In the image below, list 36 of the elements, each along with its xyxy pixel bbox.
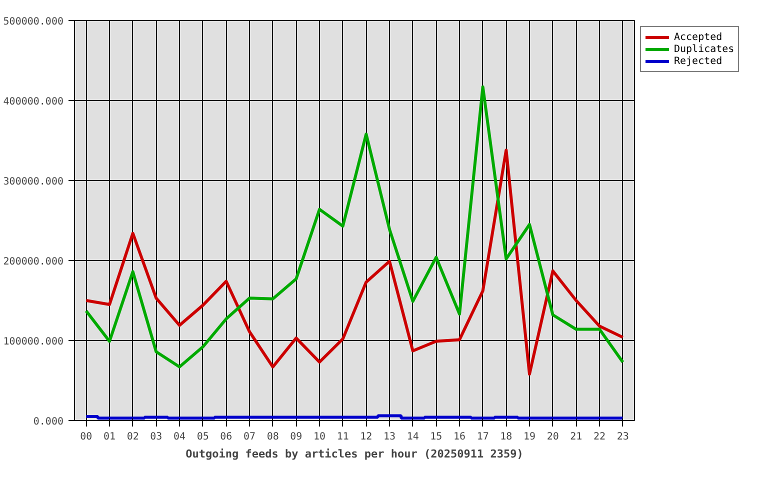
x-tick-label: 04 xyxy=(173,432,186,442)
y-tick-label: 500000.000 xyxy=(3,16,64,28)
x-tick-label: 21 xyxy=(570,432,582,442)
legend-label: Duplicates xyxy=(674,43,734,55)
y-tick-label: 300000.000 xyxy=(3,176,64,188)
y-tick-label: 200000.000 xyxy=(3,256,64,268)
y-tick-label: 0.000 xyxy=(33,416,64,428)
y-tick-label: 400000.000 xyxy=(3,96,64,108)
legend-label: Accepted xyxy=(674,31,722,43)
x-tick-label: 01 xyxy=(103,432,116,442)
x-tick-label: 11 xyxy=(336,432,349,442)
x-tick-label: 13 xyxy=(383,432,396,442)
x-tick-label: 06 xyxy=(220,432,232,442)
x-axis-title: Outgoing feeds by articles per hour (20250911 2359) xyxy=(186,448,524,460)
x-tick-label: 20 xyxy=(546,432,559,442)
line-series xyxy=(84,148,624,376)
x-tick-label: 14 xyxy=(406,432,419,442)
x-tick-label: 05 xyxy=(196,432,209,442)
legend-label: Rejected xyxy=(674,55,722,67)
x-tick-label: 10 xyxy=(313,432,326,442)
x-tick-label: 17 xyxy=(476,432,489,442)
x-tick-label: 16 xyxy=(453,432,466,442)
x-tick-label: 19 xyxy=(523,432,536,442)
x-tick-label: 15 xyxy=(430,432,442,442)
x-tick-label: 12 xyxy=(360,432,372,442)
x-tick-label: 07 xyxy=(243,432,256,442)
y-tick-label: 100000.000 xyxy=(3,336,64,348)
x-tick-label: 18 xyxy=(500,432,512,442)
line-series xyxy=(84,85,624,368)
x-tick-label: 02 xyxy=(126,432,139,442)
x-tick-label: 08 xyxy=(266,432,279,442)
x-tick-label: 03 xyxy=(150,432,162,442)
x-tick-label: 23 xyxy=(616,432,629,442)
x-tick-label: 09 xyxy=(290,432,302,442)
x-tick-label: 22 xyxy=(593,432,606,442)
x-tick-label: 00 xyxy=(80,432,92,442)
